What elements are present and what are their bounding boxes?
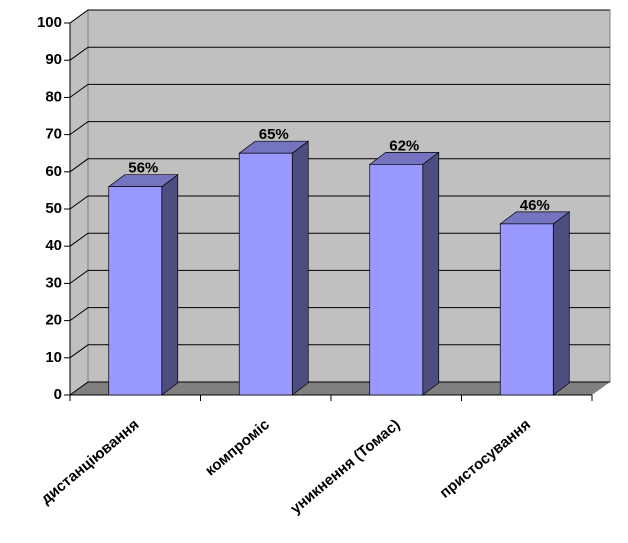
y-tick-label: 60	[45, 163, 62, 180]
grid-line	[69, 9, 610, 24]
value-label: 56%	[128, 160, 158, 177]
bar	[108, 186, 163, 396]
value-label: 62%	[389, 137, 419, 154]
grid-line	[69, 83, 610, 98]
y-tick-label: 40	[45, 237, 62, 254]
grid-line	[69, 46, 610, 61]
bar-side	[291, 140, 309, 396]
floor	[70, 382, 610, 395]
x-tick-label: уникнення (Томас)	[287, 416, 403, 517]
y-tick-label: 10	[45, 349, 62, 366]
y-tick-label: 80	[45, 88, 62, 105]
x-tick-label: дистанціювання	[38, 416, 143, 508]
y-tick-label: 70	[45, 126, 62, 143]
y-tick-label: 30	[45, 274, 62, 291]
y-tick-label: 0	[54, 386, 62, 403]
bar-side	[422, 151, 440, 396]
y-tick-label: 100	[37, 14, 62, 31]
x-tick-label: пристосування	[437, 416, 534, 502]
value-label: 46%	[520, 197, 550, 214]
x-tick-label: компроміс	[202, 416, 273, 479]
y-tick-label: 50	[45, 200, 62, 217]
value-label: 65%	[259, 126, 289, 143]
y-tick-label: 90	[45, 51, 62, 68]
bar	[369, 164, 424, 396]
bar	[238, 152, 293, 396]
bar-side	[552, 211, 570, 396]
y-tick-label: 20	[45, 312, 62, 329]
bar-side	[161, 173, 179, 396]
grid-line	[69, 121, 610, 136]
bar	[499, 223, 554, 396]
